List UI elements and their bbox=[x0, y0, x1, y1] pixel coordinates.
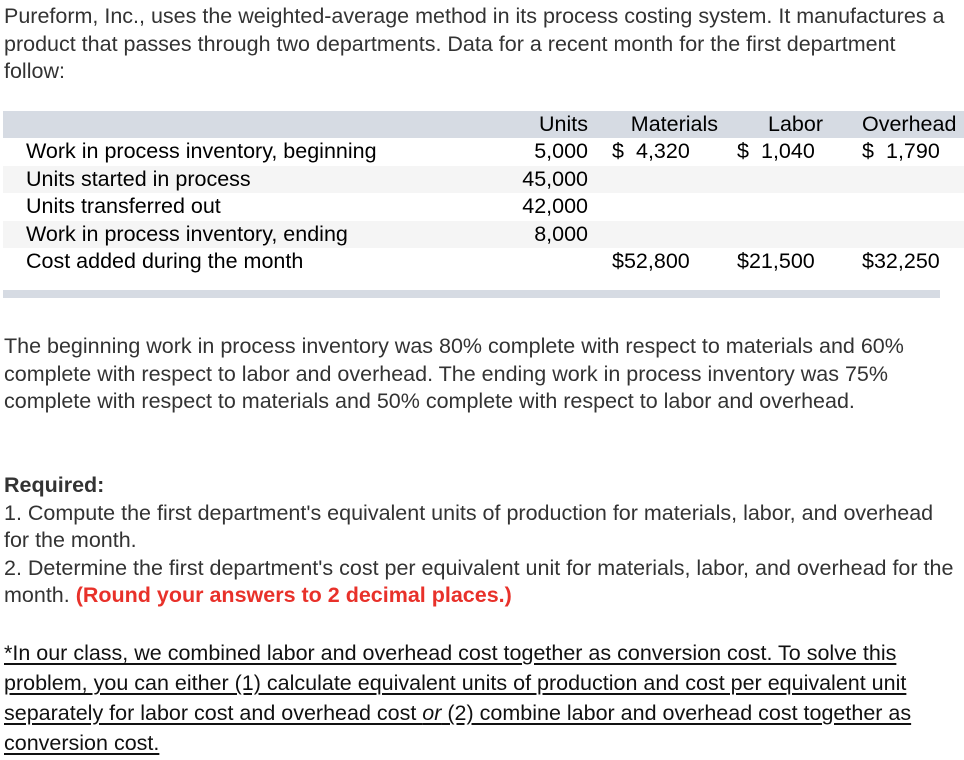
row-units: 5,000 bbox=[534, 139, 588, 163]
row-units: 42,000 bbox=[522, 194, 588, 218]
required-section: Required: 1. Compute the first departmen… bbox=[4, 472, 954, 610]
table-row-units-started: Units started in process 45,000 bbox=[3, 165, 964, 193]
amount: 52,800 bbox=[623, 249, 690, 273]
header-materials: Materials bbox=[630, 112, 718, 136]
amount: 32,250 bbox=[873, 249, 940, 273]
header-labor: Labor bbox=[768, 112, 823, 136]
department-data-table: Units Materials Labor Overhead Work in p… bbox=[3, 111, 964, 276]
completion-paragraph: The beginning work in process inventory … bbox=[4, 334, 904, 413]
row-materials: $52,800 bbox=[612, 248, 720, 276]
table-bottom-divider bbox=[3, 290, 940, 298]
table-row-units-transferred: Units transferred out 42,000 bbox=[3, 193, 964, 221]
required-item-1: 1. Compute the first department's equiva… bbox=[4, 500, 934, 553]
row-materials: $4,320 bbox=[612, 138, 720, 166]
class-note-text-2: (2) combine labor and overhead cost toge… bbox=[4, 701, 912, 755]
table-row-wip-ending: Work in process inventory, ending 8,000 bbox=[3, 220, 964, 248]
table-row-wip-beginning: Work in process inventory, beginning 5,0… bbox=[3, 138, 964, 166]
amount: 1,040 bbox=[761, 139, 815, 163]
row-labor: $21,500 bbox=[737, 248, 827, 276]
row-label: Units started in process bbox=[26, 166, 251, 191]
row-label: Work in process inventory, ending bbox=[26, 221, 348, 246]
table-row-cost-added: Cost added during the month $52,800 $21,… bbox=[3, 248, 964, 276]
required-heading: Required: bbox=[4, 473, 105, 497]
dollar-sign: $ bbox=[862, 139, 874, 163]
required-item-2-text: 2. Determine the first department's cost… bbox=[4, 555, 954, 608]
intro-paragraph: Pureform, Inc., uses the weighted-averag… bbox=[4, 4, 945, 83]
row-overhead: $1,790 bbox=[862, 138, 964, 166]
row-units: 8,000 bbox=[534, 221, 588, 246]
row-label: Work in process inventory, beginning bbox=[26, 139, 377, 163]
header-overhead: Overhead bbox=[862, 112, 957, 136]
dollar-sign: $ bbox=[612, 249, 624, 273]
class-note-paragraph: *In our class, we combined labor and ove… bbox=[4, 638, 954, 758]
amount: 1,790 bbox=[886, 139, 940, 163]
row-label: Units transferred out bbox=[26, 194, 221, 218]
class-note-italic-or: or bbox=[422, 701, 442, 725]
dollar-sign: $ bbox=[737, 249, 749, 273]
table-header-row: Units Materials Labor Overhead bbox=[3, 111, 964, 138]
dollar-sign: $ bbox=[612, 139, 624, 163]
rounding-note: (Round your answers to 2 decimal places.… bbox=[75, 583, 512, 607]
row-overhead: $32,250 bbox=[862, 248, 964, 276]
row-labor: $1,040 bbox=[737, 138, 827, 166]
class-note-text-1: *In our class, we combined labor and ove… bbox=[4, 641, 907, 725]
row-units: 45,000 bbox=[522, 166, 588, 191]
amount: 4,320 bbox=[636, 139, 690, 163]
required-item-2: 2. Determine the first department's cost… bbox=[4, 555, 954, 610]
amount: 21,500 bbox=[748, 249, 815, 273]
row-label: Cost added during the month bbox=[26, 249, 304, 273]
dollar-sign: $ bbox=[737, 139, 749, 163]
dollar-sign: $ bbox=[862, 249, 874, 273]
header-units: Units bbox=[539, 112, 588, 136]
